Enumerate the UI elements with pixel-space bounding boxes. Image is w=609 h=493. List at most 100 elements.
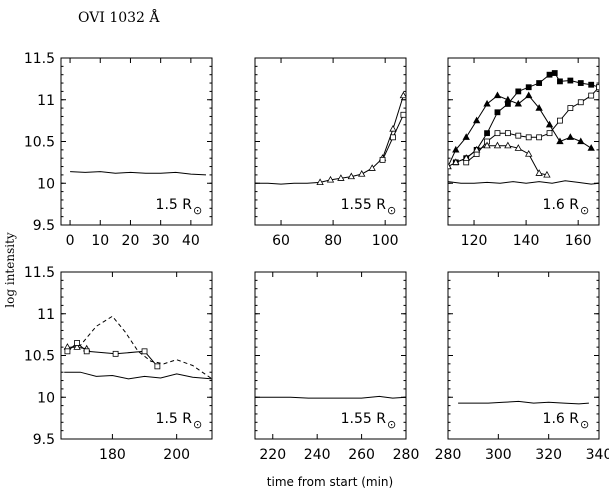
data-point <box>515 132 522 139</box>
data-point <box>525 84 532 91</box>
data-point <box>347 172 356 180</box>
series-group <box>255 91 406 186</box>
panel-6: 280 300 320 340 1.6 R ⊙ <box>435 271 609 463</box>
data-point <box>399 91 406 99</box>
data-point <box>504 130 511 137</box>
x-tick-label: 20 <box>122 233 140 249</box>
data-point <box>494 130 501 137</box>
x-tick-label: 80 <box>324 233 342 249</box>
data-point <box>462 154 470 161</box>
panel-3: 120 140 160 1.6 R ⊙ <box>447 57 600 249</box>
data-point <box>504 101 511 107</box>
series-line <box>455 72 599 163</box>
y-tick-label: 11 <box>37 307 55 323</box>
data-point <box>556 137 564 145</box>
radius-label: 1.6 R <box>543 411 580 427</box>
data-point <box>515 88 522 95</box>
series-line <box>70 171 207 176</box>
data-point <box>337 174 345 181</box>
data-point <box>557 117 563 124</box>
data-point <box>400 111 406 118</box>
x-tick-label: 40 <box>182 233 200 249</box>
data-point <box>567 77 574 84</box>
x-tick-label: 300 <box>485 447 512 463</box>
data-point <box>567 105 574 111</box>
data-point <box>587 144 595 151</box>
sun-symbol: ⊙ <box>580 418 589 431</box>
data-point <box>514 99 522 107</box>
data-point <box>452 158 460 165</box>
y-axis-label: log intensity <box>3 232 17 308</box>
panel-4: 9.5 10 10.5 11 11.5 180 200 1.5 R ⊙ <box>24 265 213 463</box>
data-point <box>536 80 543 86</box>
x-tick-label: 100 <box>372 233 399 249</box>
data-point <box>577 80 584 86</box>
data-point <box>514 144 522 151</box>
panel-1: 9.5 10 10.5 11 11.5 0 10 20 30 40 1.5 R ⊙ <box>24 51 213 249</box>
series-line <box>67 342 158 367</box>
data-point <box>493 141 502 149</box>
y-tick-label: 10 <box>37 390 55 406</box>
series-group <box>255 395 406 399</box>
y-tick-label: 9.5 <box>33 432 55 448</box>
data-point <box>577 99 584 106</box>
data-point <box>358 170 366 177</box>
x-tick-label: 120 <box>461 233 488 249</box>
x-tick-label: 140 <box>513 233 540 249</box>
x-tick-label: 260 <box>348 447 375 463</box>
x-tick-label: 280 <box>393 447 420 463</box>
data-point <box>525 150 533 157</box>
x-axis-label: time from start (min) <box>267 475 393 489</box>
x-tick-label: 180 <box>99 447 126 463</box>
series-line <box>64 371 212 380</box>
data-point <box>452 145 460 153</box>
data-point <box>472 116 481 124</box>
data-point <box>535 169 543 176</box>
data-point <box>73 343 81 350</box>
x-tick-label: 60 <box>272 233 290 249</box>
series-line <box>458 400 589 405</box>
panel-2: 60 80 100 1.55 R ⊙ <box>254 57 407 249</box>
data-point <box>83 348 90 355</box>
data-point <box>493 91 502 99</box>
data-point <box>483 99 491 107</box>
series-line <box>255 395 406 399</box>
radius-label: 1.5 R <box>156 411 193 427</box>
x-tick-label: 30 <box>152 233 170 249</box>
figure-title: OVI 1032 Å <box>78 8 160 26</box>
data-point <box>536 134 543 141</box>
x-tick-label: 240 <box>304 447 331 463</box>
radius-label: 1.6 R <box>543 197 580 213</box>
x-tick-label: 320 <box>535 447 562 463</box>
data-point <box>588 81 595 88</box>
data-point <box>326 175 335 183</box>
data-point <box>112 350 119 357</box>
series-group <box>448 70 599 185</box>
y-tick-label: 11 <box>37 93 55 109</box>
data-point <box>504 141 512 149</box>
series-group <box>70 171 207 176</box>
data-point <box>368 164 376 171</box>
data-point <box>557 78 563 85</box>
data-point <box>494 109 501 116</box>
data-point <box>484 130 490 137</box>
panel-5: 220 240 260 280 1.55 R ⊙ <box>254 271 420 463</box>
data-point <box>472 145 481 153</box>
data-point <box>64 348 71 355</box>
x-tick-label: 160 <box>565 233 592 249</box>
series-group <box>458 400 589 405</box>
data-point <box>154 363 161 370</box>
data-point <box>525 134 532 141</box>
x-tick-label: 340 <box>586 447 609 463</box>
data-point <box>389 124 397 132</box>
data-point <box>390 134 396 141</box>
x-tick-label: 280 <box>435 447 462 463</box>
y-tick-label: 10.5 <box>24 135 55 151</box>
sun-symbol: ⊙ <box>387 418 396 431</box>
data-point <box>596 84 599 91</box>
radius-label: 1.55 R <box>341 197 387 213</box>
y-tick-label: 11.5 <box>24 51 55 67</box>
series-line <box>465 86 599 163</box>
